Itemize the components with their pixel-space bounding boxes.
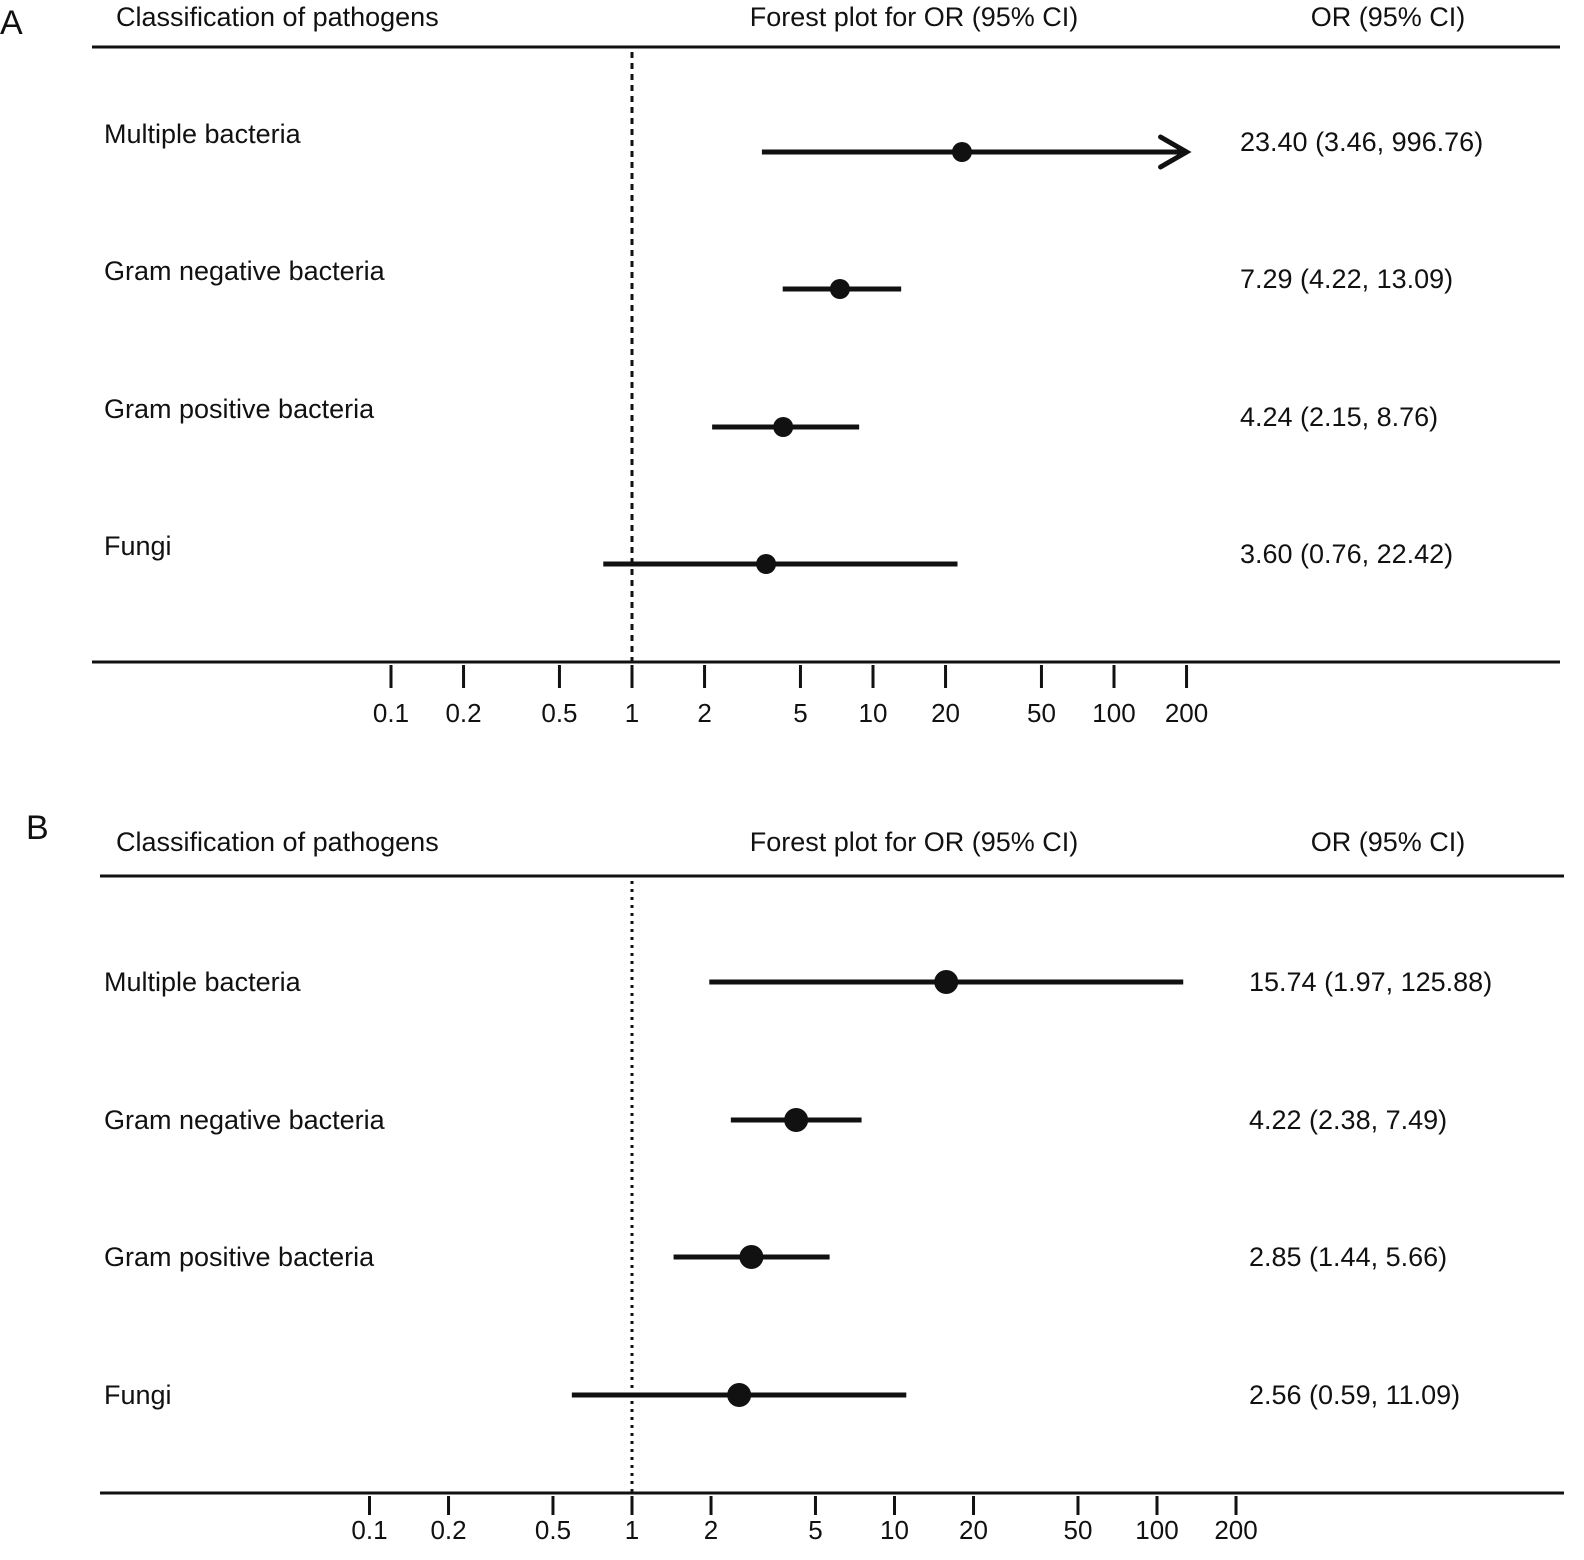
or-point (784, 1108, 809, 1132)
row-label: Multiple bacteria (104, 119, 302, 149)
x-tick-label: 50 (1027, 698, 1056, 728)
x-tick-label: 100 (1135, 1515, 1178, 1545)
header-or-ci: OR (95% CI) (1311, 827, 1466, 857)
or-ci-value: 4.24 (2.15, 8.76) (1240, 402, 1438, 432)
header-forest-plot: Forest plot for OR (95% CI) (750, 827, 1079, 857)
header-classification: Classification of pathogens (116, 827, 439, 857)
or-ci-value: 15.74 (1.97, 125.88) (1249, 967, 1492, 997)
row-label: Gram positive bacteria (104, 1242, 375, 1272)
panel-label: B (26, 809, 49, 847)
or-ci-value: 2.85 (1.44, 5.66) (1249, 1242, 1447, 1272)
row-label: Fungi (104, 531, 172, 561)
panel-b: B Classification of pathogens Forest plot … (26, 809, 1564, 1545)
or-ci-value: 7.29 (4.22, 13.09) (1240, 264, 1453, 294)
x-tick-label: 0.1 (351, 1515, 387, 1545)
x-tick-label: 200 (1214, 1515, 1257, 1545)
x-tick-label: 100 (1092, 698, 1135, 728)
x-tick-label: 0.5 (541, 698, 577, 728)
or-point (739, 1245, 764, 1269)
x-tick-label: 1 (625, 1515, 639, 1545)
row-label: Fungi (104, 1380, 172, 1410)
header-forest-plot: Forest plot for OR (95% CI) (750, 2, 1079, 32)
panel-label: A (0, 4, 23, 42)
panel-a: A Classification of pathogens Forest plot … (0, 2, 1560, 728)
or-point (951, 142, 972, 162)
or-point (773, 417, 794, 437)
x-tick-label: 10 (859, 698, 888, 728)
x-tick-label: 0.2 (430, 1515, 466, 1545)
row-label: Gram negative bacteria (104, 256, 386, 286)
x-tick-label: 5 (808, 1515, 822, 1545)
or-ci-value: 2.56 (0.59, 11.09) (1249, 1380, 1460, 1410)
or-ci-value: 4.22 (2.38, 7.49) (1249, 1105, 1447, 1135)
or-point (934, 970, 959, 994)
x-tick-label: 50 (1064, 1515, 1093, 1545)
x-tick-label: 1 (625, 698, 639, 728)
x-tick-label: 0.5 (535, 1515, 571, 1545)
x-tick-label: 5 (793, 698, 807, 728)
or-point (829, 279, 850, 299)
x-tick-label: 0.1 (373, 698, 409, 728)
or-point (727, 1383, 752, 1407)
or-point (756, 554, 777, 574)
or-ci-value: 23.40 (3.46, 996.76) (1240, 127, 1483, 157)
x-tick-label: 20 (931, 698, 960, 728)
row-label: Gram negative bacteria (104, 1105, 386, 1135)
x-tick-label: 10 (880, 1515, 909, 1545)
header-classification: Classification of pathogens (116, 2, 439, 32)
or-ci-value: 3.60 (0.76, 22.42) (1240, 539, 1453, 569)
ci-arrow-icon (1158, 134, 1192, 170)
row-label: Multiple bacteria (104, 967, 302, 997)
x-tick-label: 20 (959, 1515, 988, 1545)
x-tick-label: 200 (1165, 698, 1208, 728)
x-tick-label: 2 (704, 1515, 718, 1545)
x-tick-label: 0.2 (445, 698, 481, 728)
row-label: Gram positive bacteria (104, 394, 375, 424)
header-or-ci: OR (95% CI) (1311, 2, 1466, 32)
x-tick-label: 2 (697, 698, 711, 728)
